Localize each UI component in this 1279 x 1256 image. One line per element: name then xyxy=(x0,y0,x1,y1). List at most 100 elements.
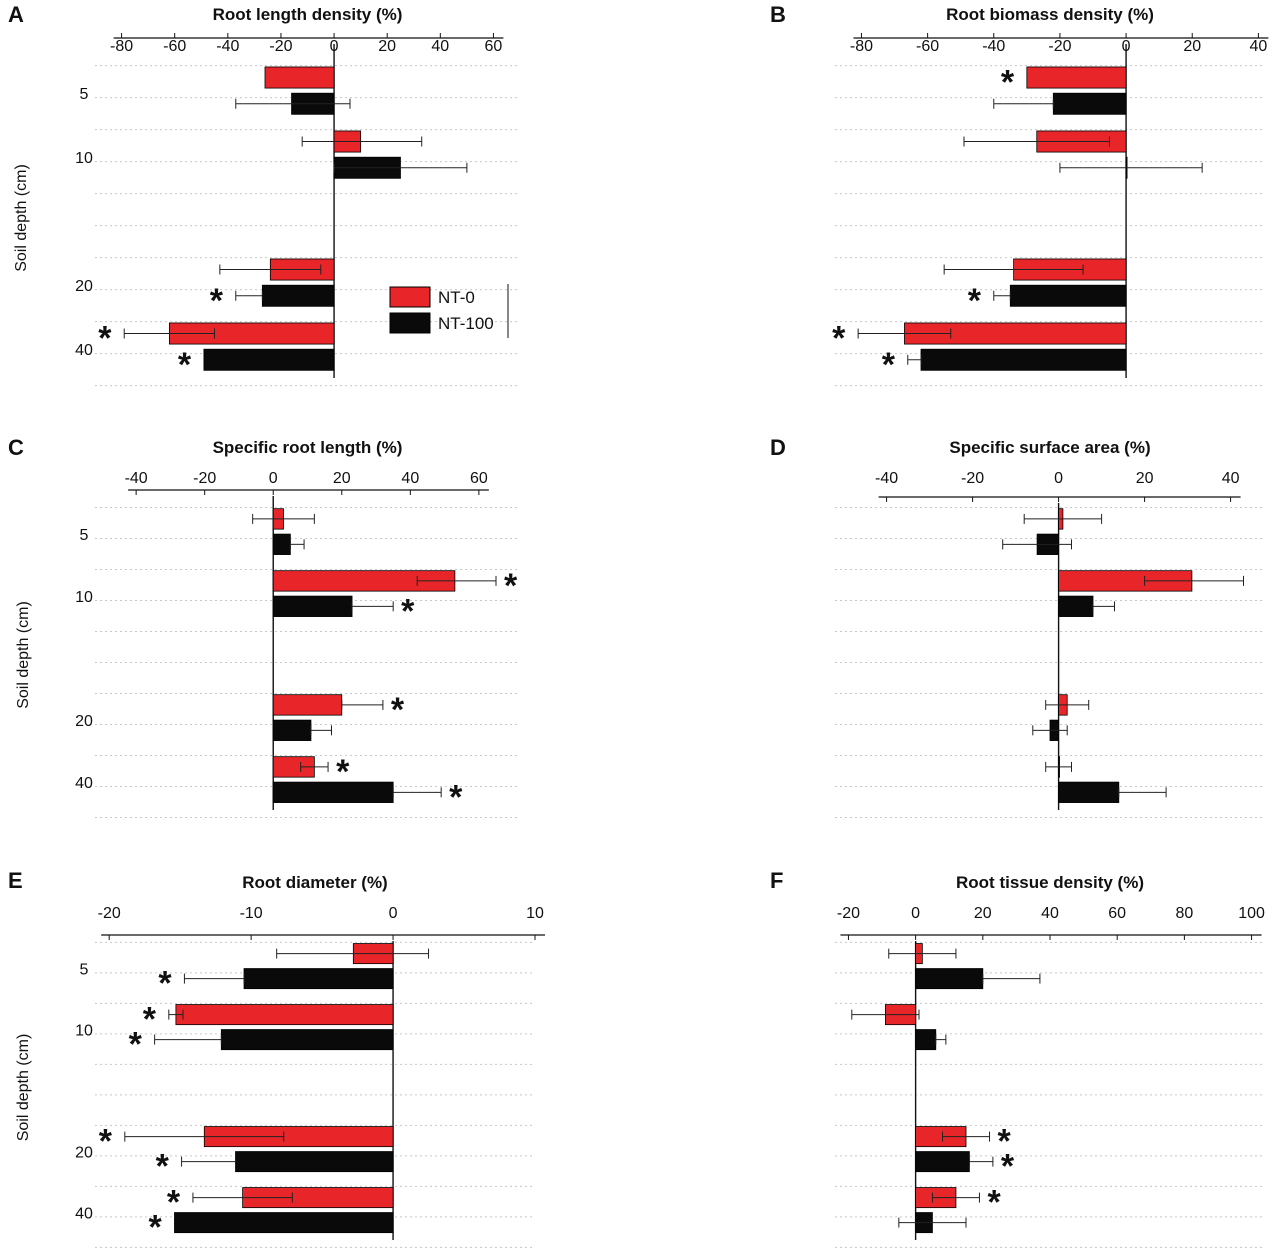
panel-c: C Specific root length (%) -40 -20 0 20 40 60 So… xyxy=(8,435,520,818)
significance-star: * xyxy=(1001,64,1015,102)
significance-star: * xyxy=(882,346,896,384)
chart-title: Root tissue density (%) xyxy=(956,873,1144,892)
significance-star: * xyxy=(987,1184,1001,1222)
significance-star: * xyxy=(449,778,463,816)
significance-star: * xyxy=(998,1123,1012,1161)
chart-title: Root biomass density (%) xyxy=(946,5,1154,24)
significance-star: * xyxy=(158,965,172,1003)
x-tick-label: 0 xyxy=(911,905,920,922)
x-tick-label: -80 xyxy=(110,38,133,55)
bar-nt-0 xyxy=(272,694,343,716)
bar-nt-100 xyxy=(1058,595,1094,617)
significance-star: * xyxy=(401,592,415,630)
bar-nt-100 xyxy=(915,1151,970,1173)
bar-nt-100 xyxy=(261,284,335,307)
x-tick-label: -40 xyxy=(982,38,1005,55)
legend-swatch-nt0 xyxy=(389,286,431,308)
x-tick-label: 60 xyxy=(1108,905,1126,922)
x-tick-label: 0 xyxy=(269,470,278,487)
x-tick-label: 20 xyxy=(1183,38,1201,55)
panel-d: D Specific surface area (%) -40 -20 0 20 40 xyxy=(770,435,1265,818)
x-tick-label: -60 xyxy=(916,38,939,55)
significance-star: * xyxy=(129,1026,143,1064)
x-tick-label: -10 xyxy=(240,905,263,922)
bar-nt-100 xyxy=(915,968,984,990)
x-tick-label: -40 xyxy=(125,470,148,487)
bar-nt-0 xyxy=(264,66,335,89)
category-label: 20 xyxy=(75,278,93,295)
x-tick-label: 20 xyxy=(974,905,992,922)
category-label: 40 xyxy=(75,342,93,359)
category-label: 10 xyxy=(75,150,93,167)
significance-star: * xyxy=(968,282,982,320)
x-tick-label: -40 xyxy=(875,470,898,487)
panel-label: F xyxy=(770,868,783,893)
chart-title: Specific surface area (%) xyxy=(949,438,1150,457)
x-tick-label: 60 xyxy=(485,38,503,55)
x-tick-label: 20 xyxy=(1136,470,1154,487)
significance-star: * xyxy=(504,567,518,605)
category-label: 10 xyxy=(75,589,93,606)
bar-nt-100 xyxy=(203,348,335,371)
category-label: 40 xyxy=(75,775,93,792)
bar-nt-100 xyxy=(1009,284,1127,307)
significance-star: * xyxy=(178,346,192,384)
significance-star: * xyxy=(1001,1148,1015,1186)
bar-nt-100 xyxy=(272,595,353,617)
x-tick-label: -20 xyxy=(837,905,860,922)
chart-title: Root diameter (%) xyxy=(242,873,387,892)
x-tick-label: 40 xyxy=(1041,905,1059,922)
panel-label: E xyxy=(8,868,23,893)
x-tick-label: -80 xyxy=(850,38,873,55)
bar-nt-0 xyxy=(1026,66,1127,89)
x-tick-label: 80 xyxy=(1175,905,1193,922)
bar-nt-100 xyxy=(235,1151,394,1173)
panel-f: F Root tissue density (%) -20 0 20 40 60 80 100 *… xyxy=(770,868,1265,1248)
bar-nt-100 xyxy=(920,348,1127,371)
legend: NT-0 NT-100 xyxy=(389,284,509,338)
category-label: 5 xyxy=(80,86,89,103)
x-tick-label: -20 xyxy=(1048,38,1071,55)
category-label: 10 xyxy=(75,1023,93,1040)
significance-star: * xyxy=(98,320,112,358)
significance-star: * xyxy=(156,1148,170,1186)
category-label: 20 xyxy=(75,713,93,730)
legend-label-nt0: NT-0 xyxy=(438,288,475,307)
legend-swatch-nt100 xyxy=(389,312,431,334)
x-tick-label: -60 xyxy=(163,38,186,55)
chart-title: Root length density (%) xyxy=(213,5,403,24)
x-tick-label: 40 xyxy=(431,38,449,55)
significance-star: * xyxy=(143,1001,157,1039)
category-label: 5 xyxy=(80,527,89,544)
bar-nt-100 xyxy=(1058,781,1120,803)
bar-nt-100 xyxy=(220,1029,394,1051)
significance-star: * xyxy=(99,1123,113,1161)
panel-label: B xyxy=(770,2,786,27)
significance-star: * xyxy=(832,320,846,358)
significance-star: * xyxy=(148,1209,162,1247)
panel-label: A xyxy=(8,2,24,27)
bar-nt-100 xyxy=(272,533,291,555)
x-tick-label: 60 xyxy=(470,470,488,487)
x-tick-label: 20 xyxy=(378,38,396,55)
y-axis-label: Soil depth (cm) xyxy=(15,601,32,709)
bar-nt-100 xyxy=(915,1029,937,1051)
bar-nt-0 xyxy=(175,1004,394,1026)
x-tick-label: 40 xyxy=(1222,470,1240,487)
x-tick-label: -20 xyxy=(269,38,292,55)
y-axis-label: Soil depth (cm) xyxy=(15,1034,32,1142)
x-tick-label: 100 xyxy=(1238,905,1265,922)
significance-star: * xyxy=(336,753,350,791)
panel-label: C xyxy=(8,435,24,460)
x-tick-label: -40 xyxy=(216,38,239,55)
bar-nt-100 xyxy=(174,1212,394,1234)
bar-nt-100 xyxy=(1052,92,1127,115)
category-label: 20 xyxy=(75,1145,93,1162)
bar-nt-100 xyxy=(272,781,394,803)
significance-star: * xyxy=(391,691,405,729)
category-label: 40 xyxy=(75,1206,93,1223)
x-tick-label: -20 xyxy=(961,470,984,487)
